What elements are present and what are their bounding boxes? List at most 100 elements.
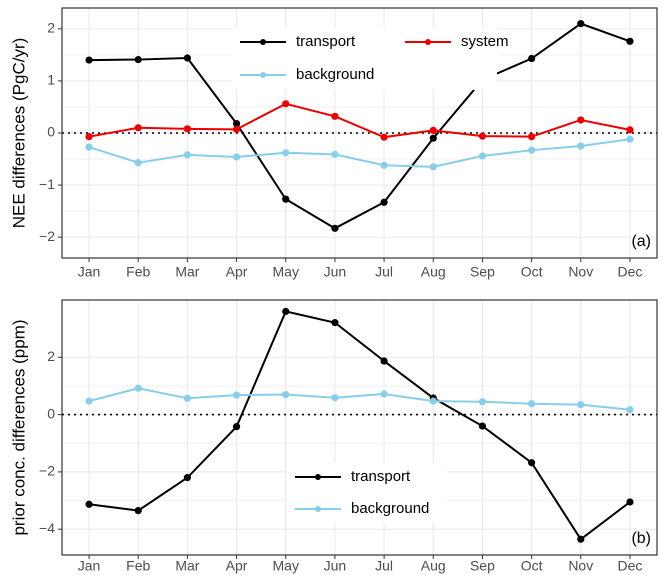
point [282,149,290,157]
point [85,56,93,64]
point [626,37,634,45]
point [380,357,388,365]
point [331,112,339,120]
legend-label: background [351,500,429,517]
x-tick-label: Apr [226,264,248,280]
point [85,143,93,151]
point [577,400,585,409]
x-tick-label: Aug [421,264,446,280]
point [331,150,339,158]
point [183,125,191,133]
legend-label: system [461,33,509,50]
legend-label: background [296,66,374,83]
legend-box [232,28,497,90]
point [85,500,93,508]
x-tick-label: Jun [324,264,347,280]
point [478,398,487,406]
y-axis-title: prior conc. differences (ppm) [9,319,28,535]
point [331,394,339,402]
point [478,422,487,430]
point [134,159,142,167]
x-tick-label: Sep [470,264,495,280]
x-tick-label: Nov [568,264,593,280]
point [528,146,536,154]
point [577,535,585,543]
point [183,151,191,159]
point [183,54,191,62]
legend-label: transport [296,33,356,50]
point [232,423,241,431]
x-tick-label: Sep [470,558,495,574]
point [626,406,634,414]
x-tick-label: Jan [78,264,101,280]
point [528,400,536,408]
x-tick-label: Mar [175,264,199,280]
point [282,307,290,316]
y-tick-label: −1 [39,176,55,192]
legend-swatch-point [315,506,321,512]
x-tick-label: Jul [375,558,393,574]
point [528,459,536,467]
panel-border [61,7,658,259]
point [331,224,339,232]
x-tick-label: Aug [421,558,446,574]
line [88,387,631,411]
point [380,390,388,398]
legend-swatch-point [315,474,321,480]
point [232,391,241,399]
y-tick-label: 2 [47,20,55,36]
point [134,384,142,392]
y-tick-label: 0 [47,124,55,140]
line [88,138,631,168]
x-tick-label: May [273,558,299,574]
point [232,153,241,161]
point [134,55,142,64]
y-tick-label: −4 [39,520,55,536]
line [88,102,631,139]
point [85,133,93,141]
line [89,22,631,230]
point [282,100,290,108]
x-tick-label: Oct [521,558,543,574]
point [331,319,339,327]
x-tick-label: May [273,264,299,280]
panel-border [61,299,658,556]
point [577,116,585,124]
point [134,124,142,132]
point [134,506,142,515]
point [626,135,634,143]
legend-swatch-point [260,39,266,45]
x-tick-label: Jan [78,558,101,574]
point [478,152,487,160]
point [380,198,388,206]
point [380,161,388,169]
point [429,397,437,405]
point [85,397,93,405]
y-tick-label: −2 [39,228,55,244]
x-tick-label: Oct [521,264,543,280]
point [429,163,437,171]
point [478,132,487,140]
legend-label: transport [351,468,411,485]
legend-swatch-point [260,72,266,78]
y-tick-label: −2 [39,463,55,479]
point [232,120,241,128]
point [577,20,585,28]
y-tick-label: 0 [47,405,55,421]
x-tick-label: Feb [126,264,150,280]
point [183,474,191,482]
x-tick-label: Jun [324,558,347,574]
panel-label: (b) [631,530,651,547]
point [626,498,634,506]
point [282,390,290,399]
point [232,125,241,133]
point [626,126,634,134]
point [183,394,191,402]
point [577,142,585,150]
point [282,195,290,203]
point [429,126,437,134]
x-tick-label: Mar [175,558,199,574]
y-tick-label: 2 [47,348,55,364]
x-tick-label: Jul [375,264,393,280]
